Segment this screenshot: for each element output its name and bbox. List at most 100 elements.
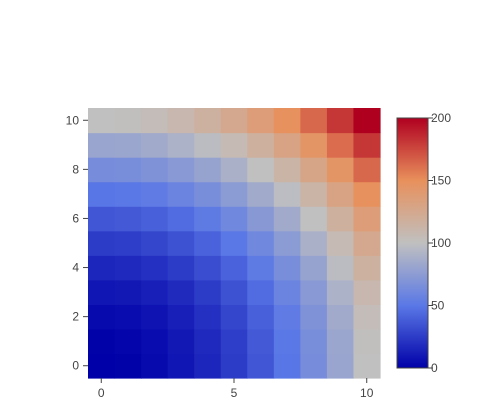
heatmap-cell <box>167 157 195 183</box>
heatmap-cell <box>220 255 248 281</box>
heatmap-cell <box>247 206 275 232</box>
heatmap-cell <box>194 304 222 330</box>
heatmap-cell <box>247 328 275 355</box>
heatmap-cell <box>247 157 275 183</box>
heatmap-cell <box>194 255 222 281</box>
heatmap-cell <box>273 279 301 305</box>
x-tick-label: 0 <box>98 386 105 400</box>
heatmap-cell <box>220 206 248 232</box>
heatmap-cell <box>167 230 195 256</box>
heatmap-cell <box>167 108 195 134</box>
heatmap-cell <box>220 157 248 183</box>
heatmap-cell <box>300 132 328 158</box>
heatmap-cell <box>194 279 222 305</box>
y-tick-label: 4 <box>72 261 79 275</box>
heatmap-cell <box>326 279 355 305</box>
heatmap-cell <box>273 181 301 207</box>
heatmap-cell <box>88 206 116 232</box>
heatmap-cell <box>326 230 355 256</box>
heatmap-cell <box>300 181 328 207</box>
heatmap-cell <box>167 206 195 232</box>
heatmap-cell <box>194 157 222 183</box>
y-tick-label: 8 <box>72 162 79 176</box>
heatmap-cell <box>88 181 116 207</box>
heatmap-cell <box>194 108 222 134</box>
heatmap-cell <box>167 279 195 305</box>
heatmap-cell <box>141 304 169 330</box>
heatmap-cell <box>326 108 355 134</box>
heatmap-cell <box>273 353 301 379</box>
heatmap-cell <box>141 328 169 355</box>
heatmap-cell <box>88 230 116 256</box>
heatmap-cell <box>88 108 116 134</box>
heatmap-cell <box>141 132 169 158</box>
heatmap-cell <box>141 157 169 183</box>
x-axis: 0 5 10 <box>98 378 374 400</box>
heatmap-cell <box>88 132 116 158</box>
heatmap-cell <box>247 353 275 379</box>
heatmap-cell <box>194 132 222 158</box>
heatmap-cell <box>273 230 301 256</box>
heatmap-cell <box>220 304 248 330</box>
heatmap-cell <box>114 181 142 207</box>
heatmap-cell <box>220 181 248 207</box>
heatmap-cell <box>88 279 116 305</box>
heatmap-cell <box>326 328 355 355</box>
heatmap-cell <box>88 328 116 355</box>
heatmap-cell <box>353 255 381 281</box>
heatmap-cell <box>247 181 275 207</box>
heatmap-cell <box>167 132 195 158</box>
heatmap-cell <box>326 255 355 281</box>
colorbar-tick-label: 150 <box>431 174 451 188</box>
heatmap-cell <box>326 353 355 379</box>
heatmap-cell <box>220 132 248 158</box>
heatmap-cell <box>353 230 381 256</box>
y-tick-label: 10 <box>66 113 80 127</box>
heatmap-cell <box>88 255 116 281</box>
heatmap-cell <box>114 157 142 183</box>
heatmap-cell <box>88 157 116 183</box>
heatmap-cell <box>114 230 142 256</box>
heatmap-cell <box>194 328 222 355</box>
heatmap-cell <box>167 353 195 379</box>
heatmap-cell <box>326 157 355 183</box>
heatmap-cell <box>247 230 275 256</box>
heatmap-cell <box>353 132 381 158</box>
heatmap-cell <box>167 255 195 281</box>
heatmap-cell <box>326 206 355 232</box>
heatmap-cell <box>114 255 142 281</box>
heatmap-cell <box>114 132 142 158</box>
heatmap-cell <box>88 353 116 379</box>
colorbar-tick-label: 50 <box>431 299 445 313</box>
heatmap-cell <box>273 132 301 158</box>
x-tick-label: 5 <box>231 386 238 400</box>
y-tick-label: 0 <box>72 359 79 373</box>
heatmap-cell <box>114 279 142 305</box>
heatmap-cell <box>353 328 381 355</box>
heatmap-cell <box>247 132 275 158</box>
heatmap-cell <box>247 108 275 134</box>
heatmap-cell <box>326 132 355 158</box>
heatmap-cell <box>273 255 301 281</box>
heatmap-cell <box>141 230 169 256</box>
heatmap-cell <box>114 328 142 355</box>
heatmap-cell <box>220 108 248 134</box>
heatmap-cell <box>114 206 142 232</box>
heatmap-cell <box>194 230 222 256</box>
heatmap-cell <box>141 206 169 232</box>
heatmap-cell <box>167 304 195 330</box>
heatmap-cells <box>88 108 381 379</box>
heatmap-cell <box>88 304 116 330</box>
heatmap-cell <box>194 181 222 207</box>
heatmap-cell <box>353 206 381 232</box>
heatmap-cell <box>273 157 301 183</box>
heatmap-cell <box>247 255 275 281</box>
heatmap-cell <box>273 206 301 232</box>
heatmap-cell <box>194 353 222 379</box>
colorbar-tick-label: 0 <box>431 361 438 375</box>
heatmap-cell <box>141 279 169 305</box>
heatmap-cell <box>167 181 195 207</box>
colorbar-tick-label: 200 <box>431 111 451 125</box>
heatmap-cell <box>300 353 328 379</box>
